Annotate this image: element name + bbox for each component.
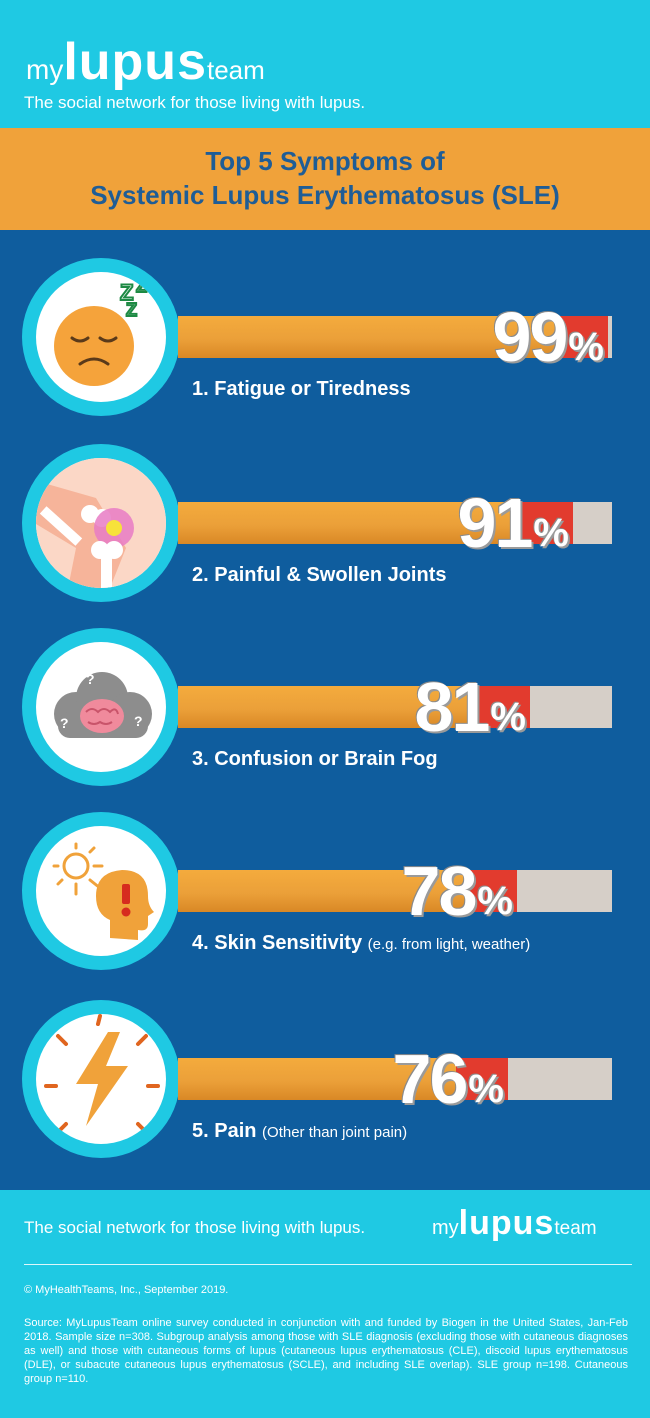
footer: The social network for those living with… <box>0 1190 650 1418</box>
title-band <box>0 128 650 230</box>
symptom-name: 1. Fatigue or Tiredness <box>192 378 411 400</box>
symptom-label: 1. Fatigue or Tiredness <box>192 378 411 401</box>
percent-sign: % <box>533 511 569 555</box>
icon-circle <box>36 826 166 956</box>
percent-sign: % <box>468 1067 504 1111</box>
bar-track <box>178 870 612 912</box>
footer-logo[interactable]: my lupus team <box>432 1206 597 1240</box>
bar-red-tip <box>521 502 573 544</box>
symptom-label: 5. Pain (Other than joint pain) <box>192 1120 407 1143</box>
percent-label: 81 % <box>358 668 526 742</box>
brain-fog-icon: ? ? ? <box>54 671 152 738</box>
bar-fill <box>178 686 530 728</box>
percent-sign: % <box>568 325 604 369</box>
bar-red-tip <box>465 870 517 912</box>
footer-tagline: The social network for those living with… <box>24 1218 366 1237</box>
symptom-name: 5. Pain <box>192 1120 257 1142</box>
percent-value: 81 <box>414 668 491 746</box>
logo-lupus: lupus <box>63 33 207 91</box>
icon-circle: Z Z Z <box>36 272 166 402</box>
sleepy-face-icon: Z Z Z <box>54 275 148 386</box>
bar-track <box>178 686 612 728</box>
bar-red-tip <box>556 316 608 358</box>
symptom-note: (Other than joint pain) <box>262 1124 408 1141</box>
percent-value: 99 <box>492 298 569 376</box>
icon-circle: ? ? ? <box>36 642 166 772</box>
symptom-label: 2. Painful & Swollen Joints <box>192 564 446 587</box>
source-note: Source: MyLupusTeam online survey conduc… <box>24 1317 628 1385</box>
bar-track <box>178 1058 612 1100</box>
icon-ring <box>22 1000 180 1158</box>
chart-title: Top 5 Symptoms of Systemic Lupus Erythem… <box>0 144 650 212</box>
icon-ring <box>22 812 180 970</box>
icon-ring <box>22 444 180 602</box>
bar-red-tip <box>456 1058 508 1100</box>
symptom-label: 4. Skin Sensitivity (e.g. from light, we… <box>192 932 530 955</box>
symptom-label: 3. Confusion or Brain Fog <box>192 748 438 771</box>
symptom-note: (e.g. from light, weather) <box>367 936 531 953</box>
percent-label: 76 % <box>336 1040 504 1114</box>
title-line-2: Systemic Lupus Erythematosus (SLE) <box>90 180 560 210</box>
percent-value: 91 <box>457 484 534 562</box>
icon-circle <box>36 458 166 588</box>
bar-fill <box>178 502 573 544</box>
mylupusteam-logo[interactable]: my lupus team <box>26 36 265 88</box>
symptom-row: 76 % 5. Pain (Other than joint pain) <box>0 1000 650 1180</box>
logo-my: my <box>26 54 64 85</box>
percent-value: 76 <box>392 1040 469 1118</box>
percent-label: 99 % <box>436 298 604 372</box>
icon-circle <box>36 1014 166 1144</box>
symptom-name: 3. Confusion or Brain Fog <box>192 748 438 770</box>
svg-text:Z: Z <box>120 280 133 305</box>
title-line-1: Top 5 Symptoms of <box>205 146 445 176</box>
symptom-name: 4. Skin Sensitivity <box>192 932 363 954</box>
percent-sign: % <box>477 879 513 923</box>
bar-red-tip <box>478 686 530 728</box>
svg-text:?: ? <box>86 671 95 687</box>
symptom-row: 78 % 4. Skin Sensitivity (e.g. from ligh… <box>0 812 650 992</box>
bar-track <box>178 316 612 358</box>
chart-panel: Z Z Z 99 % 1. Fatigue or Tiredness <box>0 230 650 1190</box>
icon-ring: Z Z Z <box>22 258 180 416</box>
footer-divider <box>24 1264 632 1265</box>
sun-sensitivity-icon <box>52 842 154 940</box>
header-tagline: The social network for those living with… <box>24 93 366 112</box>
symptom-row: ? ? ? 81 % 3. Confusion or Brain Fog <box>0 628 650 808</box>
logo-team: team <box>207 55 265 85</box>
lightning-pain-icon <box>44 1014 160 1134</box>
icon-ring: ? ? ? <box>22 628 180 786</box>
bar-fill <box>178 870 517 912</box>
svg-text:?: ? <box>60 715 69 731</box>
copyright: © MyHealthTeams, Inc., September 2019. <box>24 1284 229 1296</box>
logo-my: my <box>432 1217 459 1239</box>
svg-text:Z: Z <box>126 300 137 320</box>
percent-sign: % <box>490 695 526 739</box>
percent-value: 78 <box>401 852 478 930</box>
percent-label: 78 % <box>345 852 513 926</box>
bar-fill <box>178 1058 508 1100</box>
symptom-row: 91 % 2. Painful & Swollen Joints <box>0 444 650 624</box>
logo-team: team <box>554 1218 597 1239</box>
symptom-row: Z Z Z 99 % 1. Fatigue or Tiredness <box>0 258 650 438</box>
svg-text:?: ? <box>134 713 143 729</box>
bar-fill <box>178 316 608 358</box>
symptom-name: 2. Painful & Swollen Joints <box>192 564 447 586</box>
svg-text:Z: Z <box>136 276 147 296</box>
percent-label: 91 % <box>401 484 569 558</box>
logo-lupus: lupus <box>458 1204 555 1242</box>
knee-joint-icon <box>36 458 166 588</box>
header: my lupus team The social network for tho… <box>0 0 650 128</box>
bar-track <box>178 502 612 544</box>
